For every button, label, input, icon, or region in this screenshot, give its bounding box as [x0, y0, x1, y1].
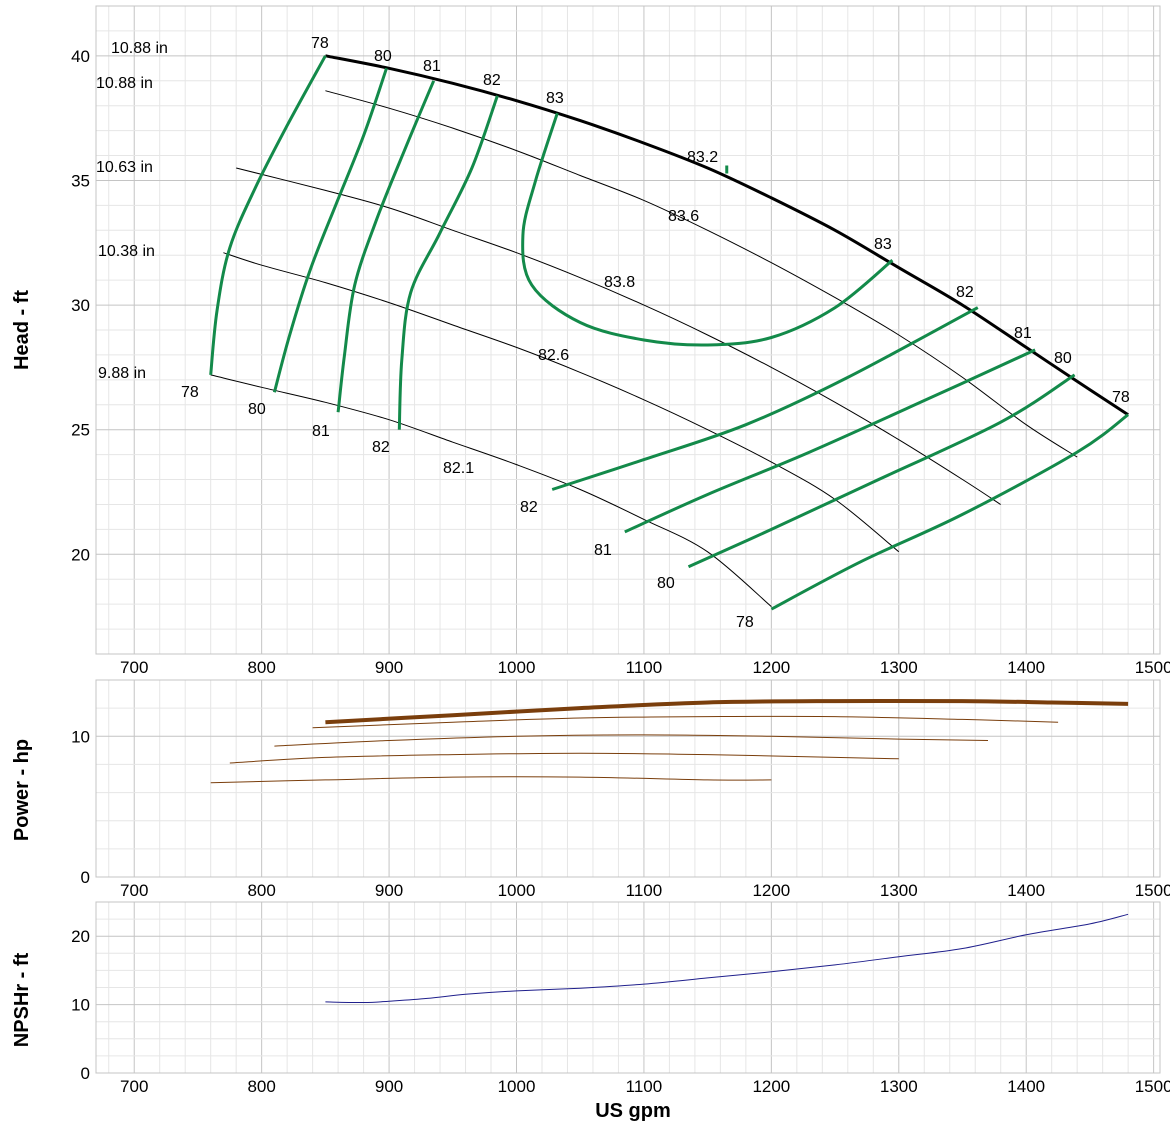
efficiency-point-label: 80: [374, 48, 392, 65]
efficiency-point-label: 82.1: [443, 460, 474, 477]
plot-frame: [95, 679, 1161, 878]
y-tick-label: 30: [71, 296, 90, 315]
power-panel: 700 800 900 1000 1100 1200 1300 1400 1500 0 10 Powe…: [11, 679, 1170, 900]
power-curve: [229, 752, 899, 764]
x-tick-label: 1200: [752, 881, 790, 900]
x-tick-label: 1200: [752, 1077, 790, 1096]
efficiency-point-label: 78: [736, 614, 754, 631]
efficiency-point-label: 80: [248, 401, 266, 418]
x-tick-label: 700: [120, 881, 148, 900]
x-tick-label: 1400: [1007, 1077, 1045, 1096]
x-tick-label: 1100: [626, 1077, 663, 1096]
diameter-label: 10.88 in: [111, 40, 168, 57]
power-curve: [312, 715, 1059, 729]
efficiency-point-label: 81: [312, 423, 330, 440]
x-tick-label: 1000: [498, 1077, 536, 1096]
y-tick-label: 20: [71, 545, 90, 564]
efficiency-curve: [272, 67, 388, 393]
x-tick-label: 1500: [1135, 881, 1170, 900]
y-tick-label: 35: [71, 171, 90, 190]
efficiency-point-label: 83.6: [668, 208, 699, 225]
efficiency-curve: [770, 413, 1129, 611]
efficiency-point-label: 83: [874, 236, 892, 253]
y-tick-label: 0: [81, 868, 90, 887]
efficiency-point-label: 81: [423, 58, 441, 75]
diameter-curve: [223, 252, 900, 553]
diameter-curve: [236, 167, 1001, 505]
x-tick-label: 1300: [880, 1077, 918, 1096]
y-tick-label: 0: [81, 1064, 90, 1083]
efficiency-curve: [209, 55, 327, 376]
diameter-label: 10.38 in: [98, 243, 155, 260]
x-tick-label: 700: [120, 1077, 148, 1096]
efficiency-curve: [624, 348, 1036, 534]
diameter-label: 10.88 in: [96, 75, 153, 92]
x-tick-label: 900: [375, 658, 403, 677]
x-tick-label: 1500: [1135, 658, 1170, 677]
power-curve: [210, 776, 772, 784]
x-tick-label: 1100: [626, 658, 663, 677]
y-tick-label: 10: [71, 996, 90, 1015]
x-tick-label: 1400: [1007, 658, 1045, 677]
x-tick-label: 900: [375, 881, 403, 900]
x-tick-label: 800: [247, 881, 275, 900]
y-axis-title: Power - hp: [11, 739, 33, 841]
efficiency-curve: [551, 306, 979, 491]
x-tick-label: 1400: [1007, 881, 1045, 900]
efficiency-point-label: 82: [956, 284, 974, 301]
y-tick-label: 20: [71, 927, 90, 946]
x-tick-label: 1000: [498, 658, 536, 677]
y-axis-title: Head - ft: [11, 290, 33, 370]
npsh-curve: [325, 913, 1129, 1004]
x-tick-label: 800: [247, 658, 275, 677]
efficiency-curve: [336, 80, 436, 413]
x-tick-label: 1000: [498, 881, 536, 900]
x-tick-label: 1100: [626, 881, 663, 900]
power-curve: [325, 698, 1129, 725]
plot-frame: [95, 5, 1161, 655]
efficiency-curve: [397, 95, 499, 430]
efficiency-point-label: 78: [311, 35, 329, 52]
x-tick-label: 1200: [752, 658, 790, 677]
y-tick-label: 40: [71, 47, 90, 66]
efficiency-point-label: 80: [657, 575, 675, 592]
efficiency-point-label: 82.6: [538, 347, 569, 364]
efficiency-point-label: 83.8: [604, 274, 635, 291]
x-tick-label: 1300: [880, 881, 918, 900]
diameter-curve: [325, 90, 1078, 458]
efficiency-point-label: 83.2: [687, 149, 718, 166]
diameter-curve: [325, 54, 1129, 416]
diameter-label: 10.63 in: [96, 159, 153, 176]
efficiency-point-label: 83: [546, 90, 564, 107]
head-panel: 700 800 900 1000 1100 1200 1300 1400 1500 20 25 30 3…: [11, 5, 1170, 677]
power-curve: [274, 734, 989, 747]
efficiency-point-label: 82: [372, 439, 390, 456]
diameter-curve: [210, 374, 772, 607]
diameter-label: 9.88 in: [98, 365, 146, 382]
x-tick-label: 800: [247, 1077, 275, 1096]
efficiency-point-label: 82: [483, 72, 501, 89]
y-tick-label: 10: [71, 727, 90, 746]
efficiency-point-label: 81: [1014, 325, 1032, 342]
efficiency-point-label: 78: [1112, 389, 1130, 406]
efficiency-point-label: 82: [520, 499, 538, 516]
x-tick-label: 1300: [880, 658, 918, 677]
x-tick-label: 700: [120, 658, 148, 677]
efficiency-point-label: 81: [594, 542, 612, 559]
x-axis-title: US gpm: [595, 1100, 671, 1122]
npsh-panel: 700 800 900 1000 1100 1200 1300 1400 1500 0 10 20 NP…: [11, 901, 1170, 1096]
efficiency-curve: [687, 373, 1076, 569]
efficiency-point-label: 80: [1054, 350, 1072, 367]
y-tick-label: 25: [71, 421, 90, 440]
efficiency-curve: [521, 112, 894, 347]
plot-frame: [95, 901, 1161, 1074]
x-tick-label: 900: [375, 1077, 403, 1096]
x-tick-label: 1500: [1135, 1077, 1170, 1096]
efficiency-point-label: 78: [181, 384, 199, 401]
y-axis-title: NPSHr - ft: [11, 952, 33, 1047]
